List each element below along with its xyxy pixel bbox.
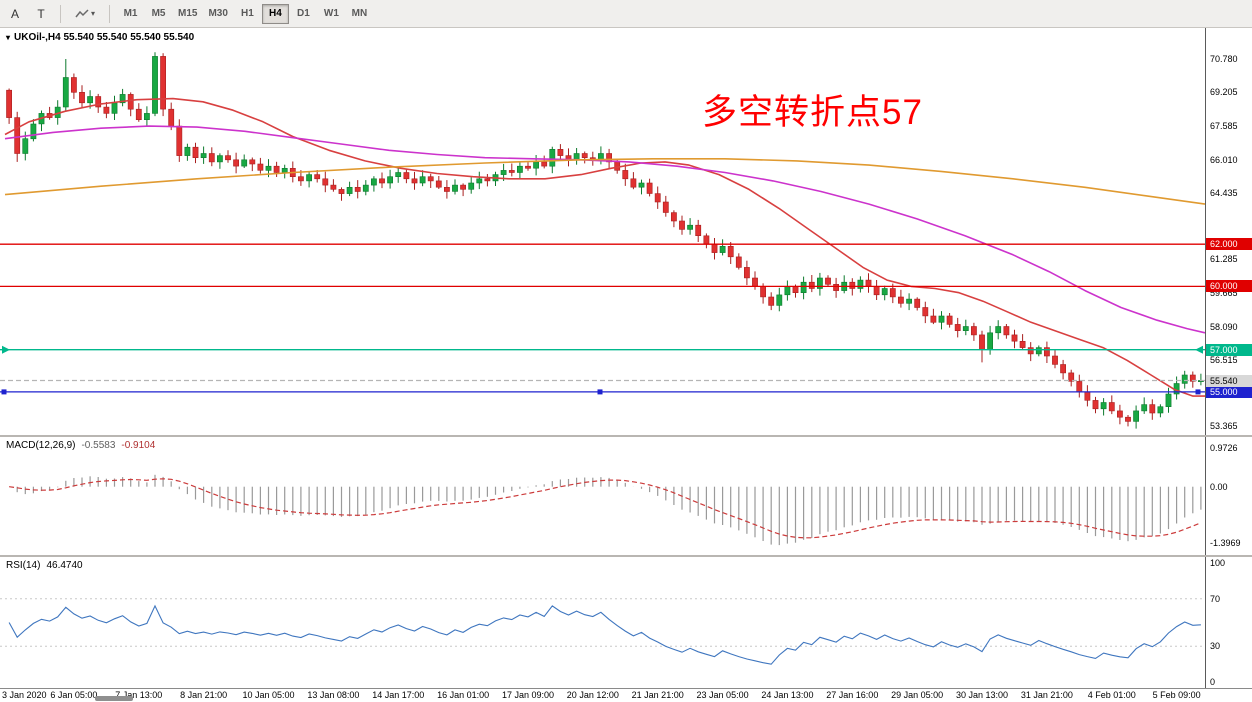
ma-slow-orange-line xyxy=(4,158,1206,205)
price-axis-tick: 61.285 xyxy=(1210,254,1238,265)
price-chart-panel[interactable]: ▾ UKOil-,H4 55.540 55.540 55.540 55.540 … xyxy=(0,28,1252,435)
line-studies-dropdown-button[interactable]: ▾ xyxy=(68,3,102,25)
panel-separator[interactable] xyxy=(0,555,1252,557)
hline-55.000[interactable] xyxy=(0,389,1205,395)
price-axis-tick: 58.090 xyxy=(1210,321,1238,332)
text-label-tool-button[interactable]: T xyxy=(29,3,53,25)
price-badge-55.000[interactable]: 55.000 xyxy=(1206,385,1252,398)
symbol-menu-icon[interactable]: ▾ xyxy=(6,33,11,42)
time-axis[interactable]: 3 Jan 2020 6 Jan 05:00 7 Jan 13:00 8 Jan 21… xyxy=(0,688,1252,702)
top-toolbar: A T ▾ M1 M5 M15 M30 H1 H4 D1 W1 MN xyxy=(0,0,1252,28)
macd-signal-value: -0.9104 xyxy=(121,440,156,451)
ma-mid-magenta-line xyxy=(4,125,1206,334)
macd-title: MACD(12,26,9) -0.5583 -0.9104 xyxy=(6,440,155,451)
price-axis[interactable]: 62.000 60.000 57.000 55.000 55.540 70.780 69.2… xyxy=(1205,28,1252,688)
rsi-axis-tick: 70 xyxy=(1210,593,1221,604)
price-axis-tick: 64.435 xyxy=(1210,187,1238,198)
rsi-line xyxy=(8,604,1201,665)
time-axis-label: 31 Jan 21:00 xyxy=(1020,690,1073,700)
time-axis-label: 29 Jan 05:00 xyxy=(891,690,944,700)
price-axis-tick: 59.665 xyxy=(1210,288,1238,299)
macd-axis-tick: 0.9726 xyxy=(1210,442,1238,453)
macd-panel[interactable]: MACD(12,26,9) -0.5583 -0.9104 xyxy=(0,437,1252,555)
time-axis-label: 5 Feb 09:00 xyxy=(1152,690,1201,700)
price-badge-57.000[interactable]: 57.000 xyxy=(1206,343,1252,356)
time-axis-label: 4 Feb 01:00 xyxy=(1087,690,1136,700)
price-axis-tick: 70.780 xyxy=(1210,53,1238,64)
time-axis-label: 23 Jan 05:00 xyxy=(696,690,749,700)
rsi-axis-tick: 100 xyxy=(1210,558,1226,568)
time-axis-label: 8 Jan 21:00 xyxy=(180,690,228,700)
price-axis-tick: 69.205 xyxy=(1210,87,1238,98)
rsi-panel[interactable]: RSI(14) 46.4740 xyxy=(0,557,1252,688)
price-axis-tick: 56.515 xyxy=(1210,354,1238,365)
time-axis-label: 21 Jan 21:00 xyxy=(631,690,684,700)
macd-canvas xyxy=(9,474,1202,546)
zigzag-icon xyxy=(75,8,89,17)
price-badge-55.540[interactable]: 55.540 xyxy=(1206,374,1252,387)
panel-separator[interactable] xyxy=(0,435,1252,437)
toolbar-separator xyxy=(60,4,61,23)
price-axis-tick: 67.585 xyxy=(1210,121,1238,132)
candles-group xyxy=(6,52,1204,429)
time-axis-label: 24 Jan 13:00 xyxy=(761,690,814,700)
macd-histogram xyxy=(16,474,1202,546)
timeframe-toolbar: M1 M5 M15 M30 H1 H4 D1 W1 MN xyxy=(117,3,373,24)
chevron-down-icon: ▾ xyxy=(91,9,96,18)
timeframe-m1-button[interactable]: M1 xyxy=(117,4,144,24)
timeframe-mn-button[interactable]: MN xyxy=(346,4,373,24)
macd-name: MACD(12,26,9) xyxy=(6,440,76,451)
rsi-axis-tick: 0 xyxy=(1210,677,1216,687)
time-axis-label: 30 Jan 13:00 xyxy=(955,690,1009,700)
timeframe-d1-button[interactable]: D1 xyxy=(290,4,317,24)
rsi-title: RSI(14) 46.4740 xyxy=(6,560,83,571)
timeframe-h1-button[interactable]: H1 xyxy=(234,4,261,24)
ma-fast-red-line xyxy=(4,97,1205,397)
time-axis-label: 20 Jan 12:00 xyxy=(566,690,619,700)
time-axis-label: 6 Jan 05:00 xyxy=(50,690,98,700)
macd-signal-line xyxy=(9,478,1202,539)
annotation-text: 多空转折点57 xyxy=(702,93,923,132)
price-badge-60.000[interactable]: 60.000 xyxy=(1206,280,1252,293)
timeframe-h4-button[interactable]: H4 xyxy=(261,3,289,24)
rsi-canvas xyxy=(0,598,1205,665)
price-axis-tick: 53.365 xyxy=(1210,421,1238,432)
time-axis-label: 13 Jan 08:00 xyxy=(307,690,360,700)
chart-workspace: ▾ UKOil-,H4 55.540 55.540 55.540 55.540 … xyxy=(0,28,1252,702)
timeframe-m15-button[interactable]: M15 xyxy=(173,4,202,24)
time-axis-label: 16 Jan 01:00 xyxy=(437,690,490,700)
timeframe-w1-button[interactable]: W1 xyxy=(318,4,345,24)
hline-57.000[interactable] xyxy=(0,345,1205,354)
toolbar-separator xyxy=(109,4,111,23)
timeframe-m5-button[interactable]: M5 xyxy=(145,4,172,24)
macd-axis-tick: -1.3969 xyxy=(1210,537,1241,548)
time-axis-label: 10 Jan 05:00 xyxy=(242,690,295,700)
rsi-value: 46.4740 xyxy=(46,560,83,571)
macd-main-value: -0.5583 xyxy=(81,440,116,451)
horizontal-scrollbar-thumb[interactable] xyxy=(95,696,133,701)
arrow-text-tool-button[interactable]: A xyxy=(3,3,27,25)
chart-title: ▾ UKOil-,H4 55.540 55.540 55.540 55.540 xyxy=(6,32,194,43)
price-badge-62.000[interactable]: 62.000 xyxy=(1206,238,1252,251)
time-axis-label: 27 Jan 16:00 xyxy=(826,690,879,700)
time-axis-label: 3 Jan 2020 xyxy=(2,690,47,700)
rsi-level-lines xyxy=(0,598,1205,647)
time-axis-label: 7 Jan 13:00 xyxy=(115,690,163,700)
price-axis-tick: 66.010 xyxy=(1210,154,1238,165)
macd-axis-tick: 0.00 xyxy=(1210,481,1228,492)
time-axis-label: 17 Jan 09:00 xyxy=(501,690,554,700)
timeframe-m30-button[interactable]: M30 xyxy=(203,4,232,24)
rsi-axis-tick: 30 xyxy=(1210,641,1221,652)
symbol-ohlc-text: UKOil-,H4 55.540 55.540 55.540 55.540 xyxy=(14,32,195,43)
rsi-name: RSI(14) xyxy=(6,560,41,571)
price-chart-canvas xyxy=(0,52,1206,429)
time-axis-label: 14 Jan 17:00 xyxy=(372,690,425,700)
